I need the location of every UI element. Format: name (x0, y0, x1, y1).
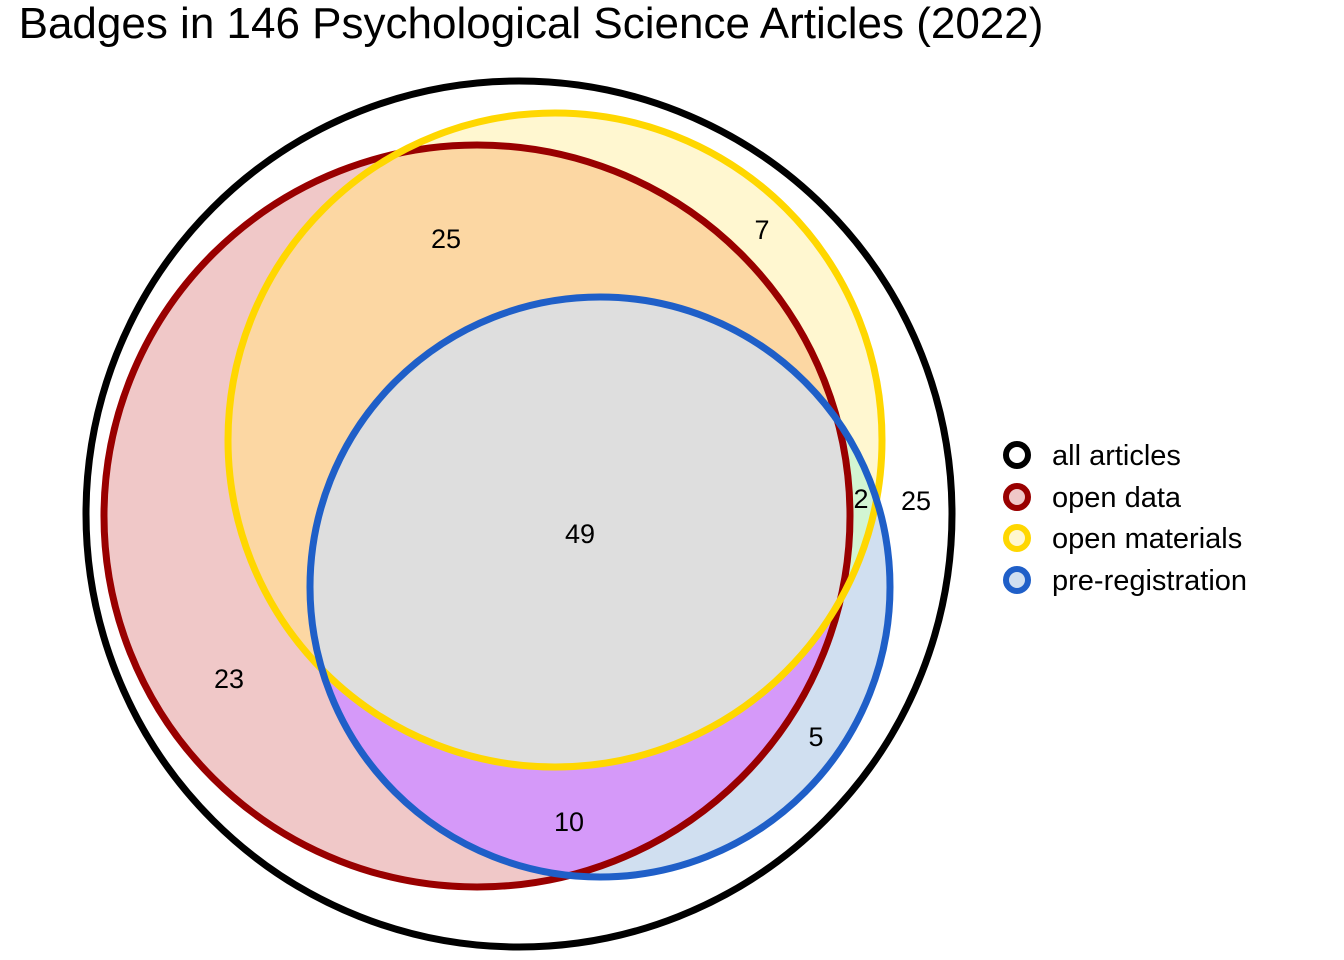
legend-label: open data (1052, 482, 1182, 514)
region-label: 25 (901, 486, 931, 516)
legend: all articles open data open materials pr… (1003, 440, 1247, 597)
legend-item: open materials (1003, 523, 1242, 555)
region-label: 2 (853, 484, 868, 514)
region-labels: 25 7 23 49 2 25 5 10 (214, 215, 931, 837)
legend-swatch (1003, 441, 1031, 469)
legend-item: pre-registration (1003, 565, 1247, 597)
open-materials-circle (224, 109, 886, 771)
pre-registration-circle (306, 293, 894, 881)
venn-fills (86, 81, 952, 947)
venn-outlines (82, 77, 956, 951)
legend-label: open materials (1052, 523, 1242, 555)
region-label: 5 (808, 722, 823, 752)
region-label: 23 (214, 664, 244, 694)
all-articles-circle (82, 77, 956, 951)
region-label: 7 (754, 215, 769, 245)
legend-item: all articles (1003, 440, 1181, 472)
legend-item: open data (1003, 482, 1182, 514)
open-data-circle (100, 141, 854, 891)
region-label: 25 (431, 224, 461, 254)
chart-title: Badges in 146 Psychological Science Arti… (19, 0, 1044, 48)
legend-swatch (1003, 524, 1031, 552)
legend-swatch (1003, 483, 1031, 511)
region-label: 49 (565, 519, 595, 549)
legend-swatch (1003, 566, 1031, 594)
legend-label: pre-registration (1052, 565, 1247, 597)
region-label: 10 (554, 807, 584, 837)
legend-label: all articles (1052, 440, 1181, 472)
